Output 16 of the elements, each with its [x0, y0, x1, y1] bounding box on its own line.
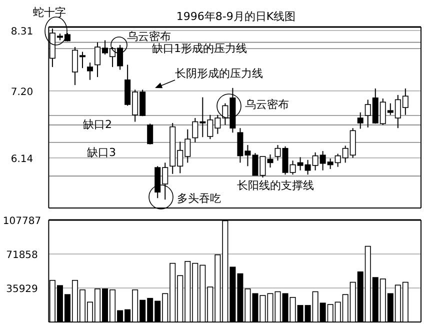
annotation: 乌云密布 [127, 30, 171, 43]
text: 蛇十字 [33, 6, 66, 19]
y-tick-label: 35929 [6, 284, 38, 295]
annotation: 缺口2 [83, 118, 112, 131]
y-tick-label: 8.31 [10, 26, 34, 38]
annotation: 长阴形成的压力线 [175, 67, 263, 80]
y-tick-label: 7.20 [10, 86, 34, 98]
annotation: 乌云密布 [245, 98, 289, 111]
annotation: 多头吞吃 [177, 192, 221, 205]
annotation: 缺口1形成的压力线 [152, 42, 247, 55]
annotation: 长阳线的支撑线 [237, 179, 314, 192]
y-tick-label: 71858 [6, 250, 38, 261]
annotation: 缺口3 [87, 146, 116, 159]
chart-title: 1996年8-9月的日K线图 [176, 10, 296, 23]
y-tick-label: 6.14 [10, 154, 34, 165]
y-tick-label: 107787 [2, 216, 42, 227]
